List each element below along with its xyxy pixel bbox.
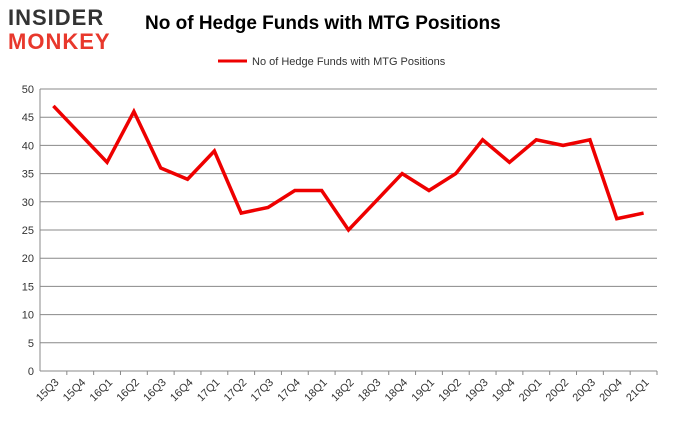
x-tick-label: 18Q2 xyxy=(329,377,357,405)
y-tick-label: 35 xyxy=(22,169,34,181)
y-tick-label: 45 xyxy=(22,112,34,124)
x-tick-label: 21Q1 xyxy=(624,377,652,405)
x-tick-label: 16Q1 xyxy=(88,377,116,405)
chart-title: No of Hedge Funds with MTG Positions xyxy=(145,13,501,34)
x-tick-label: 18Q1 xyxy=(302,377,330,405)
x-tick-label: 19Q2 xyxy=(436,377,464,405)
x-tick-label: 20Q4 xyxy=(597,377,625,405)
x-tick-label: 20Q2 xyxy=(544,377,572,405)
x-tick-label: 18Q3 xyxy=(356,377,384,405)
x-tick-label: 20Q1 xyxy=(517,377,545,405)
x-tick-label: 16Q3 xyxy=(141,377,169,405)
y-tick-label: 10 xyxy=(22,310,34,322)
y-tick-label: 30 xyxy=(22,197,34,209)
x-tick-label: 17Q3 xyxy=(249,377,277,405)
x-tick-label: 19Q3 xyxy=(463,377,491,405)
logo-line1: INSIDER xyxy=(8,5,105,30)
x-tick-label: 16Q2 xyxy=(114,377,142,405)
legend: No of Hedge Funds with MTG Positions xyxy=(218,56,446,68)
x-tick-label: 17Q2 xyxy=(222,377,250,405)
x-tick-label: 17Q1 xyxy=(195,377,223,405)
x-tick-label: 15Q4 xyxy=(61,377,89,405)
y-tick-label: 25 xyxy=(22,225,34,237)
x-tick-label: 15Q3 xyxy=(34,377,62,405)
x-tick-label: 18Q4 xyxy=(383,377,411,405)
y-tick-label: 0 xyxy=(28,366,34,378)
series-line xyxy=(52,104,644,233)
y-tick-label: 50 xyxy=(22,84,34,96)
y-tick-label: 5 xyxy=(28,338,34,350)
x-tick-label: 17Q4 xyxy=(275,377,303,405)
y-tick-label: 20 xyxy=(22,253,34,265)
logo-line2: MONKEY xyxy=(8,29,111,54)
y-tick-label: 40 xyxy=(22,140,34,152)
x-tick-label: 19Q4 xyxy=(490,377,518,405)
x-tick-label: 16Q4 xyxy=(168,377,196,405)
legend-label: No of Hedge Funds with MTG Positions xyxy=(252,56,446,68)
x-tick-label: 20Q3 xyxy=(571,377,599,405)
insider-monkey-logo: INSIDER MONKEY xyxy=(8,6,126,56)
x-tick-label: 19Q1 xyxy=(410,377,438,405)
y-tick-label: 15 xyxy=(22,281,34,293)
